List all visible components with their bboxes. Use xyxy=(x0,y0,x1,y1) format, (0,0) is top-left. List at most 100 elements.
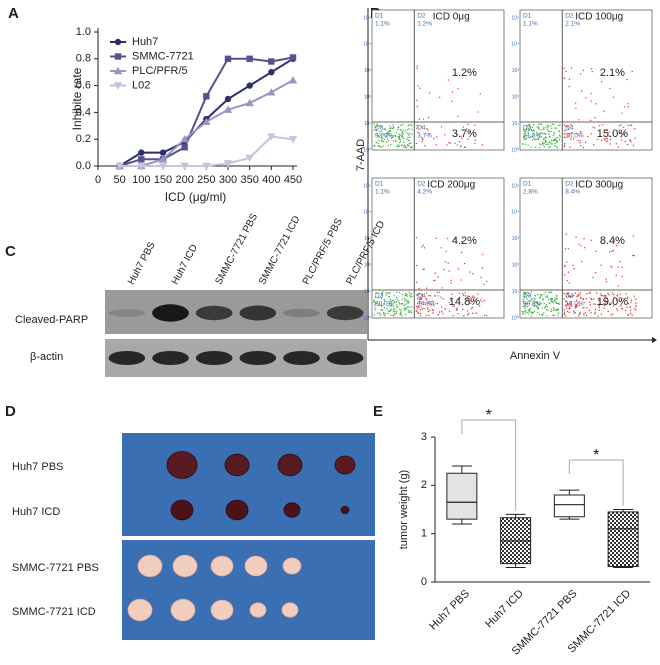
dot xyxy=(532,304,535,307)
dot xyxy=(373,300,375,303)
y-axis-label: tumor weight (g) xyxy=(398,470,410,549)
dot xyxy=(543,146,545,148)
dot xyxy=(463,262,466,265)
dot xyxy=(531,312,534,314)
dot xyxy=(383,299,386,302)
dot xyxy=(415,142,418,145)
dot xyxy=(463,129,465,131)
marker xyxy=(224,95,232,103)
dot xyxy=(554,127,556,129)
tumor xyxy=(340,505,350,514)
dot xyxy=(542,312,545,314)
axis-tick: 10³ xyxy=(512,68,520,74)
dot xyxy=(584,247,586,249)
dot xyxy=(603,138,606,140)
dot xyxy=(540,129,542,131)
dot xyxy=(389,298,391,300)
dot xyxy=(407,124,409,126)
dot xyxy=(457,312,459,315)
dot xyxy=(377,292,379,294)
dot xyxy=(574,307,577,309)
dot xyxy=(621,266,623,269)
dot xyxy=(539,293,542,296)
dot xyxy=(620,305,622,307)
dot xyxy=(457,88,459,90)
dot xyxy=(417,85,419,87)
percent: 3.7% xyxy=(452,128,477,140)
dot xyxy=(568,311,571,314)
tumor xyxy=(225,499,249,521)
dot xyxy=(392,314,394,317)
legend-label: SMMC-7721 xyxy=(132,50,194,62)
dot xyxy=(615,274,617,276)
dot xyxy=(380,130,383,133)
dot xyxy=(411,128,413,130)
dot xyxy=(382,145,384,147)
marker xyxy=(158,155,168,163)
dot xyxy=(399,303,401,305)
dot xyxy=(557,125,560,127)
dot xyxy=(594,311,596,313)
dot xyxy=(391,127,394,130)
legend-label: PLC/PFR/5 xyxy=(132,65,188,77)
plot-frame xyxy=(519,9,653,151)
dot xyxy=(570,295,572,298)
dot xyxy=(568,306,571,308)
dot xyxy=(549,298,552,300)
percent: 19.0% xyxy=(597,296,628,308)
x-tick-label: 0 xyxy=(95,174,101,186)
dot xyxy=(545,296,547,298)
dot xyxy=(574,305,577,307)
dot xyxy=(607,310,609,313)
dot xyxy=(419,297,421,299)
dot xyxy=(460,135,463,137)
dot xyxy=(575,132,578,135)
marker xyxy=(137,162,146,171)
dot xyxy=(440,306,443,308)
dot xyxy=(574,102,577,104)
dot xyxy=(461,240,463,243)
dot xyxy=(524,291,527,294)
dot xyxy=(619,261,621,263)
dot xyxy=(457,115,459,117)
x-tick-label: Huh7 ICD xyxy=(483,588,526,631)
dot xyxy=(440,247,442,249)
dot xyxy=(549,145,551,148)
dot xyxy=(527,294,529,297)
dot xyxy=(626,298,628,300)
marker xyxy=(267,88,276,96)
dot xyxy=(545,304,548,306)
tumor xyxy=(281,602,299,618)
dot xyxy=(593,127,596,129)
dot xyxy=(384,312,386,315)
dot xyxy=(624,309,627,312)
dot xyxy=(545,143,547,146)
dot xyxy=(533,305,536,307)
dot xyxy=(398,308,401,311)
dot xyxy=(405,131,407,133)
dot xyxy=(622,298,624,300)
marker xyxy=(202,162,211,171)
dot xyxy=(535,301,537,304)
dot xyxy=(632,144,635,146)
x-tick-label: 100 xyxy=(132,174,150,186)
dot xyxy=(555,301,557,303)
dot xyxy=(586,307,588,309)
dot xyxy=(586,292,588,295)
dot xyxy=(569,307,571,310)
dot xyxy=(402,136,404,138)
dot xyxy=(388,303,391,305)
dot xyxy=(529,136,531,139)
marker xyxy=(224,55,232,62)
dot xyxy=(389,309,392,312)
dot xyxy=(454,238,456,240)
dot xyxy=(467,295,469,297)
dot xyxy=(416,125,418,127)
dot xyxy=(549,291,552,294)
dot xyxy=(630,309,632,311)
dot xyxy=(470,307,473,310)
dot xyxy=(378,312,380,314)
dot xyxy=(388,133,390,135)
dot xyxy=(379,314,381,317)
dot xyxy=(398,133,400,136)
